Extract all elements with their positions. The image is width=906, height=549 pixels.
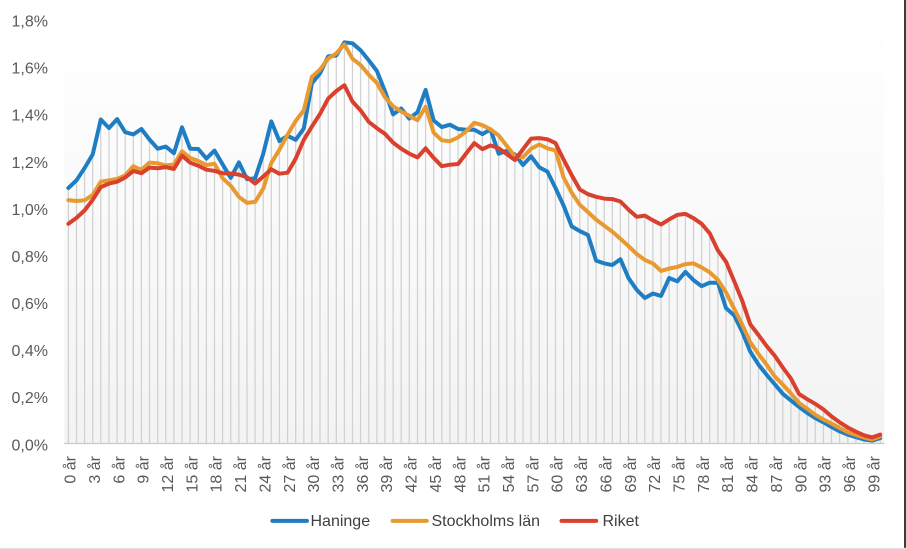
svg-text:18 år: 18 år — [208, 455, 226, 492]
svg-text:45 år: 45 år — [427, 455, 445, 492]
svg-text:Riket: Riket — [603, 513, 640, 530]
svg-text:42 år: 42 år — [403, 455, 421, 492]
svg-text:1,8%: 1,8% — [12, 14, 48, 31]
svg-text:78 år: 78 år — [695, 455, 713, 492]
svg-text:51 år: 51 år — [476, 455, 494, 492]
svg-text:96 år: 96 år — [841, 455, 859, 492]
svg-text:9 år: 9 år — [135, 455, 153, 483]
svg-text:0,2%: 0,2% — [12, 390, 48, 407]
svg-text:0 år: 0 år — [62, 455, 80, 483]
svg-text:48 år: 48 år — [451, 455, 469, 492]
svg-text:36 år: 36 år — [354, 455, 372, 492]
svg-text:1,4%: 1,4% — [12, 108, 48, 125]
svg-text:1,6%: 1,6% — [12, 61, 48, 78]
svg-text:69 år: 69 år — [622, 455, 640, 492]
svg-text:3 år: 3 år — [86, 455, 104, 483]
svg-text:12 år: 12 år — [159, 455, 177, 492]
svg-text:33 år: 33 år — [330, 455, 348, 492]
svg-text:1,0%: 1,0% — [12, 202, 48, 219]
svg-text:81 år: 81 år — [719, 455, 737, 492]
svg-text:0,4%: 0,4% — [12, 343, 48, 360]
svg-text:27 år: 27 år — [281, 455, 299, 492]
svg-text:54 år: 54 år — [500, 455, 518, 492]
svg-text:24 år: 24 år — [256, 455, 274, 492]
svg-text:0,8%: 0,8% — [12, 249, 48, 266]
svg-text:63 år: 63 år — [573, 455, 591, 492]
svg-text:1,2%: 1,2% — [12, 155, 48, 172]
svg-text:39 år: 39 år — [378, 455, 396, 492]
svg-text:57 år: 57 år — [524, 455, 542, 492]
svg-text:15 år: 15 år — [183, 455, 201, 492]
svg-text:Haninge: Haninge — [311, 513, 371, 530]
svg-text:21 år: 21 år — [232, 455, 250, 492]
svg-text:84 år: 84 år — [744, 455, 762, 492]
svg-text:66 år: 66 år — [597, 455, 615, 492]
svg-text:90 år: 90 år — [792, 455, 810, 492]
svg-text:72 år: 72 år — [646, 455, 664, 492]
svg-text:0,6%: 0,6% — [12, 296, 48, 313]
svg-text:93 år: 93 år — [817, 455, 835, 492]
svg-text:30 år: 30 år — [305, 455, 323, 492]
svg-text:99 år: 99 år — [865, 455, 883, 492]
svg-text:6 år: 6 år — [110, 455, 128, 483]
svg-text:0,0%: 0,0% — [12, 437, 48, 454]
svg-text:60 år: 60 år — [549, 455, 567, 492]
svg-text:75 år: 75 år — [671, 455, 689, 492]
svg-text:Stockholms län: Stockholms län — [432, 513, 541, 530]
svg-text:87 år: 87 år — [768, 455, 786, 492]
